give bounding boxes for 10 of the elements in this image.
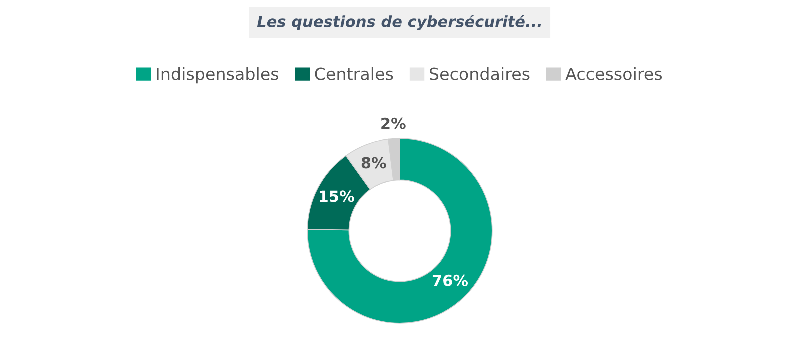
data-label: 76% [432, 274, 468, 286]
donut-slice [307, 138, 493, 324]
data-label: 2% [382, 118, 406, 130]
data-label: 15% [320, 190, 354, 202]
legend-label: Indispensables [157, 68, 278, 84]
legend-label: Accessoires [566, 68, 662, 80]
chart-title: Les questions de cybersécurité... [257, 14, 542, 31]
legend-label: Centrales [315, 68, 394, 80]
legend-label: Secondaires [430, 68, 530, 80]
data-label: 8% [362, 157, 386, 169]
